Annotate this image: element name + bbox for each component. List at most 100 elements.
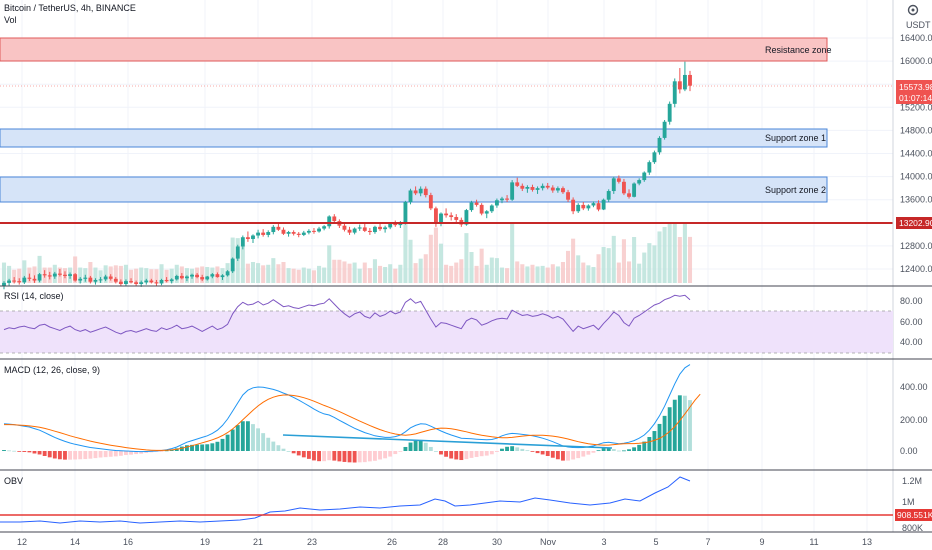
macd-histogram-bar: [545, 451, 550, 456]
candle-body: [317, 228, 321, 232]
volume-bar: [32, 266, 37, 283]
candle-body: [525, 186, 530, 189]
candle-body: [225, 271, 230, 276]
macd-histogram-bar: [306, 451, 311, 459]
macd-histogram-bar: [98, 451, 103, 458]
volume-bar: [454, 262, 459, 283]
volume-bar: [616, 262, 621, 283]
candle-body: [561, 188, 565, 193]
macd-histogram-bar: [566, 451, 570, 461]
volume-bar: [174, 264, 179, 283]
candle-body: [68, 274, 72, 276]
support-zone-1[interactable]: [0, 128, 828, 148]
volume-bar: [372, 259, 377, 283]
candle-body: [373, 226, 377, 233]
volume-bar: [327, 245, 332, 283]
price-axis[interactable]: USDT 16400.0016000.0015600.0015200.00148…: [892, 0, 932, 532]
candle-body: [469, 202, 474, 211]
volume-bar: [596, 254, 601, 283]
volume-bar: [149, 269, 154, 283]
candle-body: [555, 188, 560, 191]
macd-pane[interactable]: MACD (12, 26, close, 9) 400.00 200.00 0.…: [2, 364, 928, 463]
price-pane[interactable]: Resistance zone Support zone 1 Support z…: [0, 3, 893, 290]
macd-histogram-bar: [235, 425, 240, 451]
vol-label: Vol: [4, 15, 17, 25]
macd-histogram-bar: [601, 448, 606, 451]
candle-body: [276, 226, 281, 230]
macd-histogram-bar: [688, 400, 692, 451]
candlesticks: [2, 61, 692, 290]
level-tag: [896, 217, 932, 229]
candle-body: [190, 274, 194, 277]
volume-bar: [159, 264, 164, 283]
candle-body: [688, 74, 692, 86]
macd-histogram-bar: [230, 429, 235, 451]
obv-pane[interactable]: OBV 1.2M 1M 800K 908.551K: [0, 476, 932, 533]
candle-body: [47, 275, 52, 277]
candle-body: [144, 280, 149, 283]
candle-body: [378, 226, 382, 230]
time-axis-label: 9: [759, 537, 764, 547]
macd-histogram-bar: [78, 451, 83, 460]
candle-body: [444, 213, 449, 216]
macd-histogram-bar: [332, 451, 337, 461]
volume-bar: [1, 262, 7, 283]
volume-bar: [73, 256, 78, 283]
price-tick-label: 16000.00: [900, 56, 932, 66]
macd-histogram-bar: [378, 451, 382, 460]
volume-bar: [98, 270, 103, 283]
volume-bar: [123, 264, 128, 283]
trend-line[interactable]: [282, 434, 613, 449]
macd-histogram-bar: [474, 451, 479, 457]
rsi-pane[interactable]: RSI (14, close) 80.00 60.00 40.00: [0, 291, 923, 354]
macd-histogram-bar: [251, 424, 255, 451]
macd-histogram-bar: [83, 451, 88, 460]
candle-body: [591, 203, 596, 206]
volume-bar: [377, 265, 383, 283]
macd-histogram-bar: [57, 451, 62, 460]
volume-bar: [388, 264, 393, 283]
support-zone-1-label: Support zone 1: [765, 133, 826, 143]
signal-line: [4, 393, 701, 451]
time-axis-label: 16: [123, 537, 133, 547]
macd-histogram-bar: [479, 451, 484, 457]
candle-body: [484, 211, 489, 214]
candle-body: [83, 277, 88, 279]
volume-bar: [352, 262, 357, 283]
candle-body: [576, 204, 581, 212]
volume-bar: [7, 265, 12, 283]
volume-bar: [240, 245, 245, 283]
candle-body: [57, 273, 62, 275]
candle-body: [500, 198, 504, 201]
candle-body: [474, 202, 479, 205]
volume-bar: [535, 266, 540, 283]
candle-body: [174, 275, 179, 280]
support-zone-2[interactable]: [0, 176, 828, 203]
volume-bar: [576, 255, 581, 283]
macd-histogram-bar: [256, 428, 261, 451]
macd-histogram-bar: [388, 451, 393, 457]
resistance-zone[interactable]: [0, 37, 828, 62]
candle-body: [642, 172, 647, 181]
macd-histogram-bar: [520, 448, 525, 451]
volume-bar: [489, 257, 494, 283]
candle-body: [124, 281, 128, 285]
candle-body: [159, 279, 164, 284]
candle-body: [98, 279, 103, 281]
macd-histogram-bar: [428, 446, 433, 451]
candle-body: [322, 226, 327, 229]
settings-gear-icon[interactable]: [907, 4, 919, 16]
candle-body: [637, 180, 642, 184]
candle-body: [93, 279, 98, 282]
volume-bar: [383, 267, 388, 283]
volume-bar: [459, 259, 464, 283]
volume-bar: [266, 264, 271, 283]
time-axis[interactable]: 12 14 16 19 21 23 26 28 30 Nov 3 5 7 9 11 13: [17, 537, 872, 547]
volume-bar: [408, 239, 413, 283]
time-axis-label: 28: [438, 537, 448, 547]
macd-histogram-bar: [439, 451, 443, 455]
volume-bar: [423, 254, 428, 283]
macd-histogram-bar: [342, 451, 347, 462]
macd-histogram-bar: [134, 451, 139, 455]
macd-histogram-bar: [27, 451, 32, 453]
